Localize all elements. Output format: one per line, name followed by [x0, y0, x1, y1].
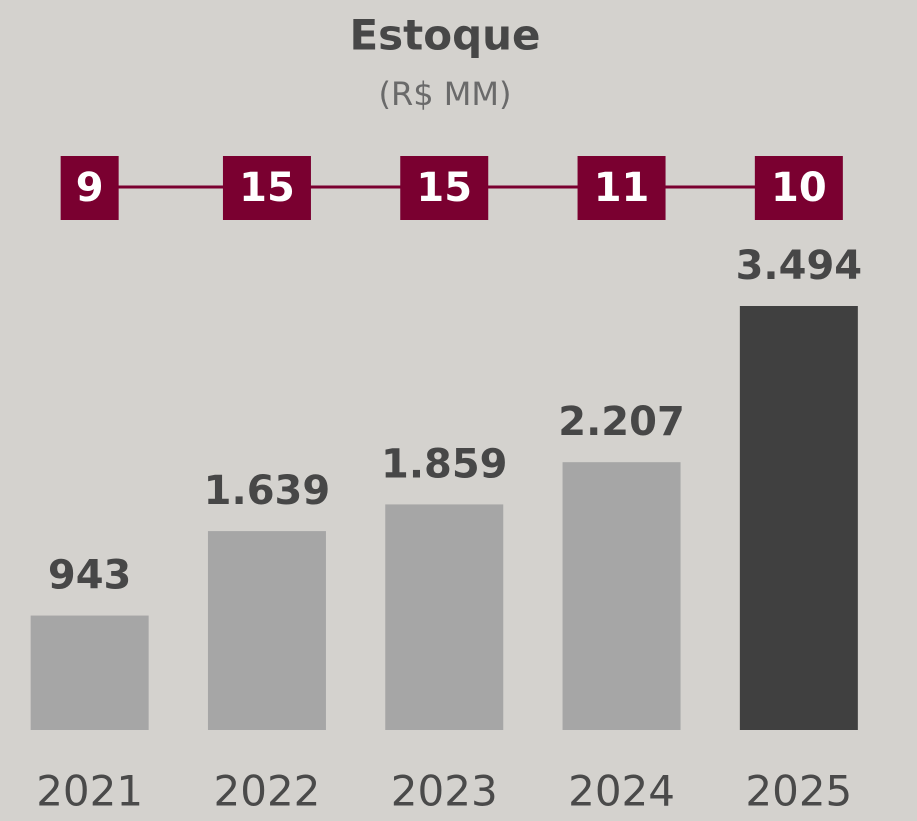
top-box [60, 156, 119, 220]
bar [30, 615, 149, 730]
value-label: 943 [48, 553, 132, 599]
top-box [400, 156, 489, 220]
bar [385, 504, 504, 730]
top-box [222, 156, 311, 220]
value-label: 1.859 [381, 441, 508, 487]
x-tick-label: 2025 [745, 767, 852, 816]
value-label: 2.207 [558, 399, 685, 445]
top-box-label: 15 [416, 165, 472, 211]
bar [562, 462, 681, 730]
bar [739, 306, 858, 730]
top-box-label: 11 [594, 165, 650, 211]
chart-subtitle: (R$ MM) [379, 75, 512, 113]
chart-title: Estoque [349, 11, 540, 60]
top-box [577, 156, 666, 220]
top-box-label: 9 [76, 165, 104, 211]
x-tick-label: 2021 [36, 767, 143, 816]
x-tick-label: 2024 [568, 767, 675, 816]
bar [207, 531, 326, 730]
x-tick-label: 2023 [391, 767, 498, 816]
value-label: 1.639 [204, 468, 331, 514]
x-tick-label: 2022 [214, 767, 321, 816]
value-label: 3.494 [736, 243, 863, 289]
top-box [754, 156, 843, 220]
top-box-label: 10 [771, 165, 827, 211]
top-box-label: 15 [239, 165, 295, 211]
